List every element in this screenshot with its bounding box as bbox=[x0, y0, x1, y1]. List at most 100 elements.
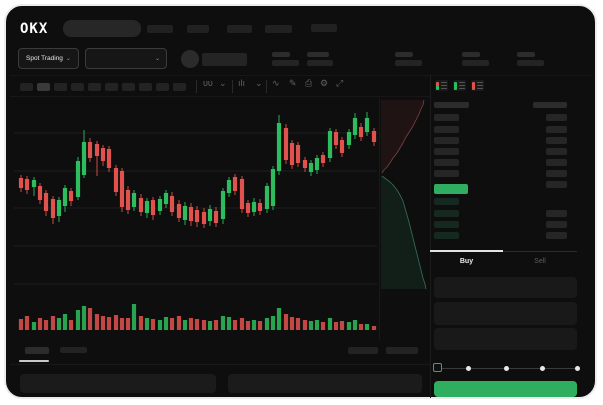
bid-row[interactable] bbox=[434, 198, 459, 205]
orderbook-total-cell[interactable] bbox=[546, 181, 567, 188]
bottom-tab[interactable] bbox=[60, 347, 87, 353]
timeframe-pill[interactable] bbox=[122, 83, 135, 91]
tab-sell[interactable]: Sell bbox=[534, 258, 546, 265]
candle-style-icon[interactable]: ᴜᴜ bbox=[203, 78, 213, 88]
bottom-action-pill[interactable] bbox=[348, 347, 378, 354]
footer-panel[interactable] bbox=[228, 374, 422, 393]
settings-icon[interactable]: ⚙ bbox=[320, 78, 329, 88]
chevron-down-icon: ⌄ bbox=[65, 55, 71, 62]
depth-color-bar bbox=[472, 81, 475, 90]
divider bbox=[10, 364, 430, 365]
order-form-field[interactable] bbox=[434, 302, 577, 325]
tab-buy[interactable]: Buy bbox=[459, 258, 474, 265]
chevron-down-icon: ⌄ bbox=[154, 55, 160, 62]
chevron-down-icon[interactable]: ⌄ bbox=[255, 78, 263, 88]
orderbook-lines-glyph bbox=[476, 81, 483, 90]
timeframe-pill[interactable] bbox=[105, 83, 118, 91]
order-form-field[interactable] bbox=[434, 328, 577, 350]
ticker-stat-label bbox=[517, 52, 535, 57]
orderbook-combined-icon[interactable] bbox=[435, 80, 448, 91]
timeframe-pill[interactable] bbox=[54, 83, 67, 91]
indicators-icon[interactable]: ılı bbox=[238, 78, 246, 88]
ticker-stat-label bbox=[462, 52, 480, 57]
market-selector-button[interactable]: Spot Trading ⌄ bbox=[18, 48, 79, 69]
slider-step-dot[interactable] bbox=[539, 365, 545, 371]
line-tool-icon[interactable]: ∿ bbox=[272, 78, 280, 88]
fullscreen-icon[interactable]: ⤢ bbox=[336, 78, 344, 88]
buy-tab-indicator bbox=[430, 250, 503, 252]
slider-handle[interactable] bbox=[433, 363, 442, 372]
bid-row[interactable] bbox=[434, 232, 459, 239]
orderbook-header-price[interactable] bbox=[434, 102, 469, 108]
ticker-stat-value bbox=[462, 60, 489, 66]
bottom-action-pill[interactable] bbox=[386, 347, 418, 354]
ticker-stat-value bbox=[395, 60, 422, 66]
orderbook-lines-glyph bbox=[458, 81, 465, 90]
slider-step-dot[interactable] bbox=[465, 365, 471, 371]
search-input[interactable] bbox=[63, 20, 141, 37]
nav-item[interactable] bbox=[227, 25, 252, 33]
timeframe-pill[interactable] bbox=[156, 83, 169, 91]
bid-row[interactable] bbox=[434, 210, 459, 217]
slider-step-dot[interactable] bbox=[503, 365, 509, 371]
ticker-stat-value bbox=[307, 60, 333, 66]
orderbook-total-cell[interactable] bbox=[546, 159, 567, 166]
orderbook-asks-icon[interactable] bbox=[471, 80, 484, 91]
market-selector-label: Spot Trading bbox=[26, 55, 63, 62]
last-price-bar[interactable] bbox=[434, 184, 468, 194]
coin-avatar bbox=[181, 50, 199, 68]
orderbook-total-cell[interactable] bbox=[546, 221, 567, 228]
nav-item[interactable] bbox=[187, 25, 209, 33]
orderbook-total-cell[interactable] bbox=[546, 137, 567, 144]
nav-item[interactable] bbox=[265, 25, 292, 33]
nav-item[interactable] bbox=[147, 25, 173, 33]
footer-panel[interactable] bbox=[20, 374, 216, 393]
pair-name-skeleton bbox=[202, 53, 247, 66]
timeframe-pill[interactable] bbox=[20, 83, 33, 91]
camera-icon[interactable]: ⎙ bbox=[305, 78, 313, 88]
timeframe-pill[interactable] bbox=[88, 83, 101, 91]
order-form-field[interactable] bbox=[434, 277, 577, 298]
orderbook-total-cell[interactable] bbox=[546, 232, 567, 239]
ask-row[interactable] bbox=[434, 126, 459, 133]
candlestick-chart[interactable] bbox=[10, 96, 430, 346]
pair-dropdown[interactable]: ⌄ bbox=[85, 48, 167, 69]
draw-icon[interactable]: ✎ bbox=[289, 78, 297, 88]
bid-row[interactable] bbox=[434, 221, 459, 228]
divider bbox=[10, 96, 430, 97]
buy-button[interactable] bbox=[434, 381, 577, 397]
timeframe-pill[interactable] bbox=[71, 83, 84, 91]
timeframe-pill[interactable] bbox=[37, 83, 50, 91]
ask-row[interactable] bbox=[434, 170, 459, 177]
chevron-down-icon[interactable]: ⌄ bbox=[219, 78, 227, 88]
orderbook-total-cell[interactable] bbox=[546, 170, 567, 177]
ticker-stat-label bbox=[395, 52, 413, 57]
ticker-stat-label bbox=[307, 52, 329, 57]
okx-logo[interactable]: OKX bbox=[20, 21, 49, 37]
nav-item[interactable] bbox=[311, 24, 337, 32]
timeframe-pill[interactable] bbox=[173, 83, 186, 91]
ask-row[interactable] bbox=[434, 114, 459, 121]
orderbook-total-cell[interactable] bbox=[546, 126, 567, 133]
ticker-stat-value bbox=[272, 60, 299, 66]
divider bbox=[10, 75, 593, 76]
depth-chart bbox=[381, 99, 427, 290]
orderbook-total-cell[interactable] bbox=[546, 210, 567, 217]
depth-color-bar bbox=[454, 81, 457, 90]
ask-row[interactable] bbox=[434, 148, 459, 155]
ticker-stat-label bbox=[272, 52, 290, 57]
orderbook-lines-glyph bbox=[440, 81, 447, 90]
divider bbox=[196, 80, 197, 93]
bottom-tab-active[interactable] bbox=[25, 347, 49, 354]
divider bbox=[232, 80, 233, 93]
orderbook-header-total[interactable] bbox=[533, 102, 567, 108]
orderbook-total-cell[interactable] bbox=[546, 114, 567, 121]
orderbook-total-cell[interactable] bbox=[546, 148, 567, 155]
orderbook-bids-icon[interactable] bbox=[453, 80, 466, 91]
timeframe-pill[interactable] bbox=[139, 83, 152, 91]
ask-row[interactable] bbox=[434, 137, 459, 144]
ask-row[interactable] bbox=[434, 159, 459, 166]
slider-step-dot[interactable] bbox=[574, 365, 580, 371]
volume-bars bbox=[18, 304, 377, 330]
